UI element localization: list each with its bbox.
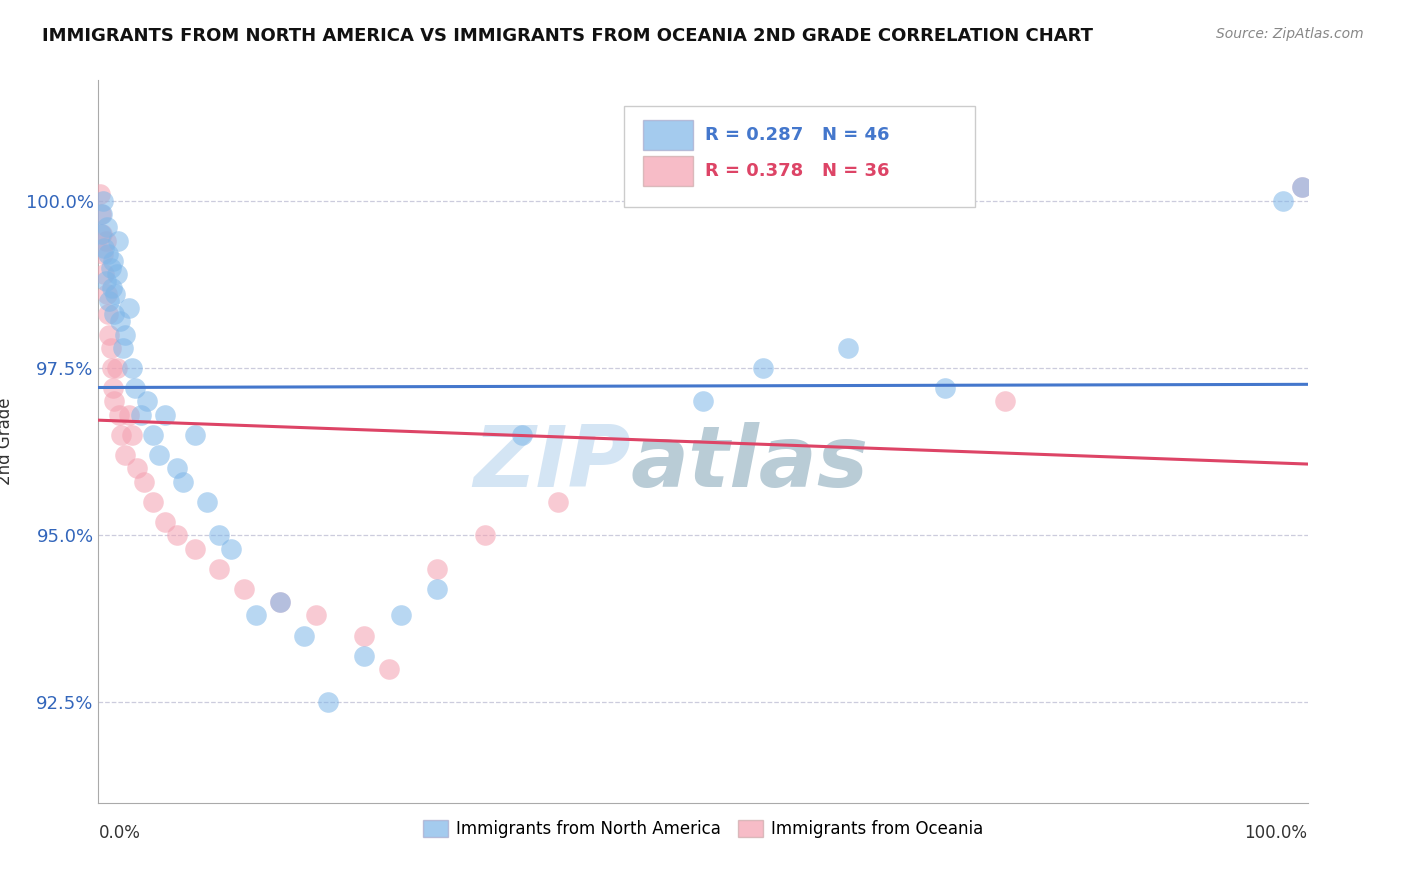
Point xyxy=(221,541,243,556)
Point xyxy=(91,207,114,221)
Point xyxy=(90,207,112,221)
Point xyxy=(91,247,114,261)
Point xyxy=(142,427,165,442)
Point xyxy=(118,301,141,315)
Point xyxy=(121,427,143,442)
Point xyxy=(127,461,149,475)
Point xyxy=(104,287,127,301)
Point xyxy=(97,247,120,261)
Text: IMMIGRANTS FROM NORTH AMERICA VS IMMIGRANTS FROM OCEANIA 2ND GRADE CORRELATION C: IMMIGRANTS FROM NORTH AMERICA VS IMMIGRA… xyxy=(42,27,1094,45)
Point xyxy=(153,408,176,422)
Point xyxy=(1291,180,1313,194)
Point xyxy=(994,394,1017,409)
Point xyxy=(121,360,143,375)
Y-axis label: 2nd Grade: 2nd Grade xyxy=(0,398,14,485)
Point xyxy=(114,448,136,462)
Point xyxy=(129,408,152,422)
Point xyxy=(316,695,339,709)
Point xyxy=(135,394,157,409)
Point xyxy=(166,461,188,475)
Point xyxy=(93,267,115,281)
Point xyxy=(93,240,115,254)
Point xyxy=(94,274,117,288)
Point xyxy=(269,595,291,609)
Point xyxy=(91,194,114,208)
Point xyxy=(111,341,134,355)
Point xyxy=(142,494,165,508)
Point xyxy=(148,448,170,462)
Point xyxy=(377,662,399,676)
Point xyxy=(108,408,131,422)
Point xyxy=(94,234,117,248)
Text: Source: ZipAtlas.com: Source: ZipAtlas.com xyxy=(1216,27,1364,41)
Point xyxy=(1291,180,1313,194)
Point xyxy=(91,227,114,241)
Text: atlas: atlas xyxy=(630,422,869,505)
Point xyxy=(118,408,141,422)
Point xyxy=(184,427,207,442)
Text: 0.0%: 0.0% xyxy=(98,824,141,842)
Point xyxy=(195,494,218,508)
Point xyxy=(353,629,375,643)
Point xyxy=(353,648,375,663)
Point xyxy=(166,528,188,542)
Point xyxy=(98,293,121,308)
Point xyxy=(547,494,569,508)
Point xyxy=(108,314,131,328)
Point xyxy=(103,394,125,409)
FancyBboxPatch shape xyxy=(643,120,693,151)
Text: 100.0%: 100.0% xyxy=(1244,824,1308,842)
Point xyxy=(426,561,449,575)
Point xyxy=(101,381,124,395)
Point xyxy=(245,608,267,623)
Point xyxy=(124,381,146,395)
Point xyxy=(1272,194,1295,208)
Point xyxy=(184,541,207,556)
Point xyxy=(100,341,122,355)
Point xyxy=(232,582,254,596)
Point xyxy=(474,528,496,542)
Point xyxy=(90,227,112,241)
Point xyxy=(105,360,128,375)
Point xyxy=(105,267,128,281)
Point xyxy=(89,187,111,202)
Point xyxy=(305,608,328,623)
Point xyxy=(96,287,118,301)
Text: ZIP: ZIP xyxy=(472,422,630,505)
Point xyxy=(107,234,129,248)
Point xyxy=(389,608,412,623)
Point xyxy=(100,360,122,375)
Point xyxy=(98,327,121,342)
Point xyxy=(934,381,956,395)
FancyBboxPatch shape xyxy=(624,105,976,207)
Point xyxy=(426,582,449,596)
Text: R = 0.378   N = 36: R = 0.378 N = 36 xyxy=(706,162,890,180)
Point xyxy=(208,528,231,542)
Point xyxy=(172,475,194,489)
Point xyxy=(101,253,124,268)
Legend: Immigrants from North America, Immigrants from Oceania: Immigrants from North America, Immigrant… xyxy=(416,814,990,845)
Point xyxy=(269,595,291,609)
Point xyxy=(208,561,231,575)
Point xyxy=(510,427,533,442)
Point xyxy=(134,475,156,489)
Point xyxy=(96,220,118,235)
Point xyxy=(100,260,122,275)
Point xyxy=(292,629,315,643)
Point xyxy=(114,327,136,342)
Point xyxy=(100,280,122,294)
Point xyxy=(153,515,176,529)
Point xyxy=(97,308,120,322)
Text: R = 0.287   N = 46: R = 0.287 N = 46 xyxy=(706,126,890,145)
Point xyxy=(752,360,775,375)
Point xyxy=(103,308,125,322)
Point xyxy=(837,341,859,355)
Point xyxy=(692,394,714,409)
FancyBboxPatch shape xyxy=(643,156,693,186)
Point xyxy=(110,427,132,442)
